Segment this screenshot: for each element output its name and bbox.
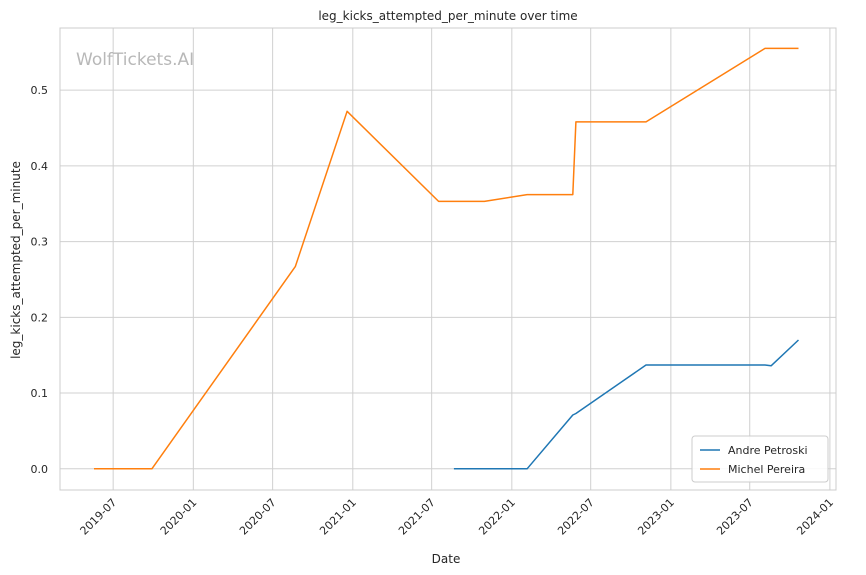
plot-frame: [59, 27, 837, 491]
y-tick-labels: 0.0 0.1 0.2 0.3 0.4 0.5: [31, 84, 49, 476]
series-lines: [94, 47, 800, 470]
y-axis-label: leg_kicks_attempted_per_minute: [9, 161, 23, 359]
series-line: [453, 339, 800, 470]
y-tick-label: 0.5: [31, 84, 49, 97]
series-line: [94, 47, 799, 470]
legend: Andre Petroski Michel Pereira: [691, 435, 829, 483]
y-tick-label: 0.2: [31, 311, 49, 324]
watermark-text: WolfTickets.AI: [76, 50, 194, 70]
y-tick-label: 0.4: [31, 160, 49, 173]
legend-box: [691, 435, 829, 483]
y-tick-label: 0.0: [31, 463, 49, 476]
chart-title: leg_kicks_attempted_per_minute over time: [318, 9, 577, 23]
x-axis-label: Date: [432, 552, 461, 566]
grid-lines: [60, 28, 836, 490]
y-tick-label: 0.1: [31, 387, 49, 400]
y-tick-label: 0.3: [31, 236, 49, 249]
legend-label: Michel Pereira: [728, 463, 805, 476]
legend-label: Andre Petroski: [728, 444, 808, 457]
